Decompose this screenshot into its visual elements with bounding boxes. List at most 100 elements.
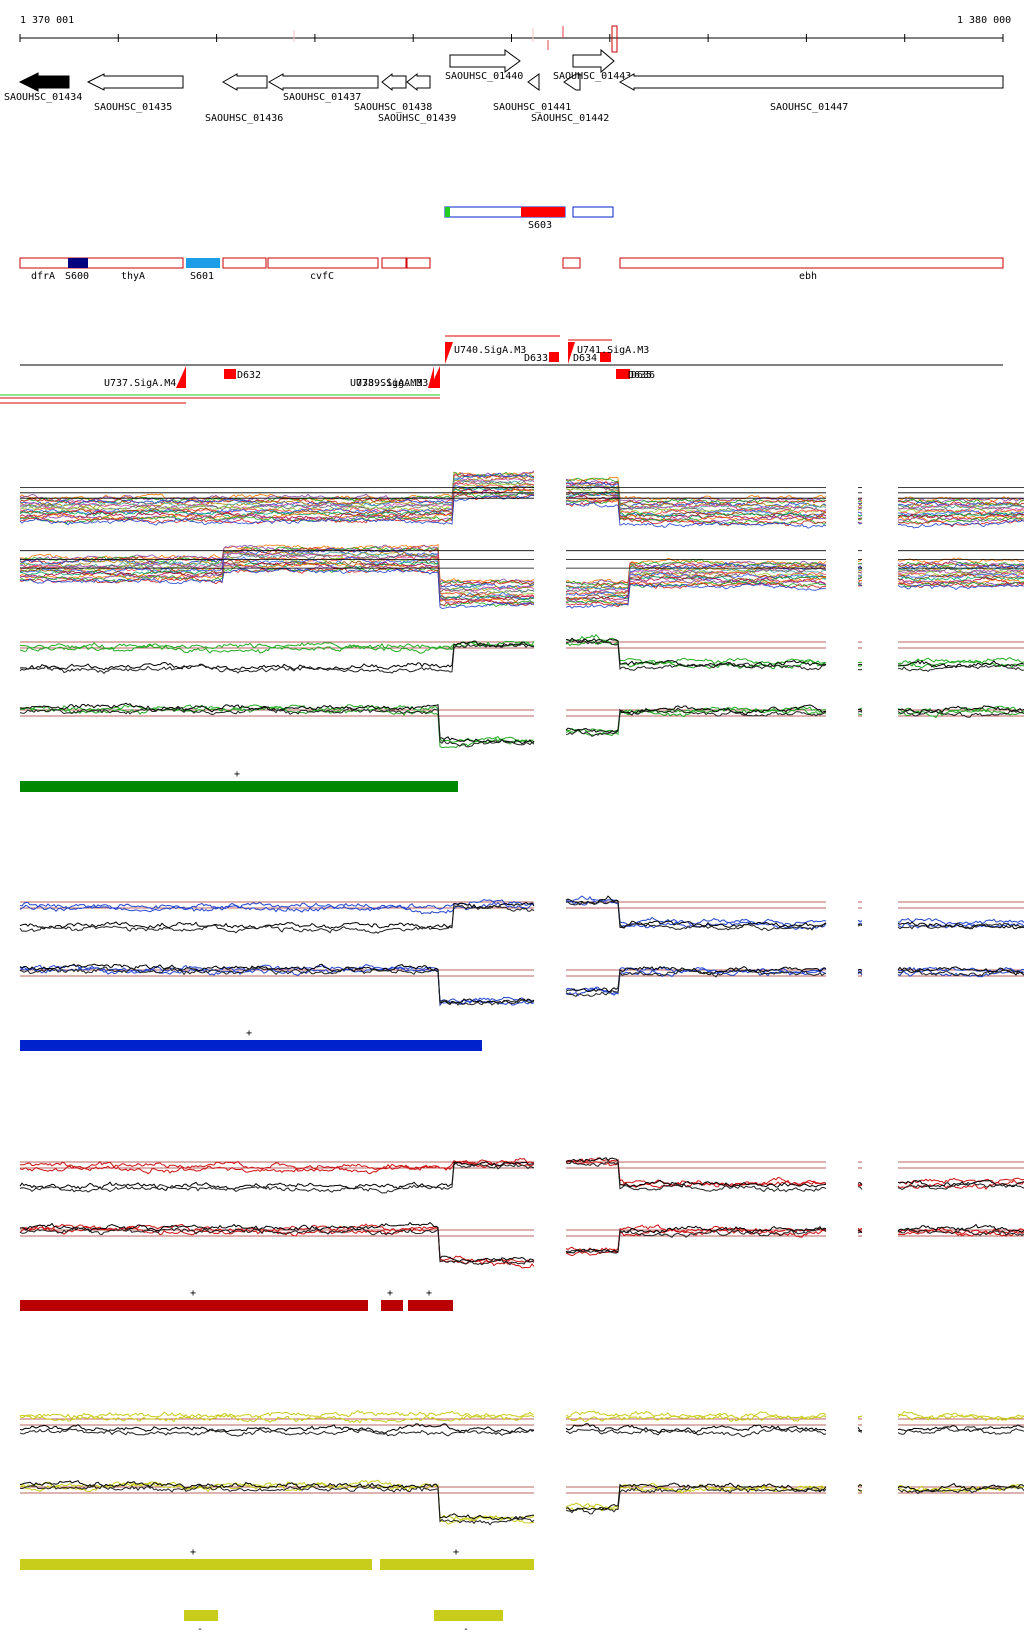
gene-arrow-01442[interactable] — [563, 73, 581, 91]
annotation-cvfC[interactable] — [267, 257, 379, 269]
gene-arrow-01441[interactable] — [527, 73, 540, 91]
profile-line-sense — [565, 486, 827, 514]
gene-arrow-01438[interactable] — [381, 72, 407, 92]
profile-line-antisense — [19, 565, 535, 608]
profile-line — [857, 919, 863, 923]
profile-line — [19, 965, 535, 1007]
profile-line — [565, 1427, 827, 1438]
segmentation-bar-yellow-minus[interactable] — [184, 1610, 218, 1621]
profile-line — [19, 643, 534, 675]
profile-line-sense — [857, 497, 863, 502]
profile-line — [19, 641, 535, 654]
gene-arrow-01443[interactable] — [572, 48, 615, 74]
annotation-block[interactable] — [562, 257, 581, 269]
profile-line — [897, 1229, 1024, 1237]
profile-line — [857, 708, 863, 712]
terminator-label-d633: D633 — [524, 353, 548, 364]
annotation-block[interactable] — [381, 257, 407, 269]
profile-line — [897, 1227, 1024, 1235]
profile-line — [19, 1484, 535, 1526]
terminator-d633[interactable] — [549, 352, 559, 362]
annotation-block[interactable] — [222, 257, 267, 269]
profile-line-antisense — [897, 573, 1024, 581]
terminator-d634[interactable] — [600, 352, 611, 362]
profile-line-antisense — [857, 581, 863, 584]
profile-line — [897, 1486, 1024, 1495]
profile-line-antisense — [565, 565, 827, 591]
segmentation-bar-yellow-minus[interactable] — [434, 1610, 503, 1621]
annotation-s601[interactable] — [186, 258, 220, 268]
promoter-u737[interactable] — [176, 366, 186, 388]
profile-line-antisense — [565, 582, 827, 609]
profile-line — [19, 1161, 535, 1192]
gene-label-01439: SAOUHSC_01439 — [378, 113, 456, 124]
gene-arrow-01436[interactable] — [221, 73, 268, 91]
annotation-ebh[interactable] — [619, 257, 1004, 269]
profile-line-antisense — [857, 579, 863, 583]
profile-line — [19, 702, 535, 745]
segmentation-bar-red[interactable] — [20, 1300, 368, 1311]
profile-line-sense — [857, 506, 863, 509]
promoter-label-u741: U741.SigA.M3 — [577, 345, 649, 356]
profile-line-sense — [897, 516, 1024, 525]
segmentation-bar-blue[interactable] — [20, 1040, 482, 1051]
profile-line — [565, 895, 827, 927]
profile-line-antisense — [857, 569, 863, 572]
gene-arrow-01434[interactable] — [18, 72, 70, 92]
profile-line — [897, 1179, 1024, 1188]
profile-line — [19, 1162, 535, 1194]
profile-line — [565, 968, 827, 997]
strand-mark-blue: + — [246, 1028, 252, 1039]
gene-arrow-01435[interactable] — [86, 73, 184, 91]
profile-line — [19, 1157, 535, 1171]
segment-right[interactable] — [572, 206, 614, 218]
profile-line-sense — [565, 495, 827, 521]
gene-arrow-01447[interactable] — [618, 73, 1004, 91]
annotation-dfrA-thyA[interactable] — [19, 257, 184, 269]
segmentation-bar-yellow[interactable] — [380, 1559, 534, 1570]
profile-line-sense — [19, 471, 535, 503]
promoter-u739[interactable] — [428, 366, 434, 388]
gene-arrow-01437[interactable] — [267, 73, 379, 91]
annotation-label-dfrA: dfrA — [31, 271, 55, 282]
segment-s603-core[interactable] — [521, 207, 565, 217]
profile-line-sense — [897, 513, 1024, 520]
profile-line — [565, 637, 827, 669]
profile-line-sense — [19, 488, 535, 520]
terminator-d632[interactable] — [224, 369, 236, 379]
profile-line-antisense — [897, 560, 1024, 567]
coordinate-axis: 1 370 001 1 380 000 — [19, 15, 1011, 53]
terminator-label-d636: D636 — [631, 370, 655, 381]
segmentation-bar-red[interactable] — [408, 1300, 453, 1311]
terminator-d635[interactable] — [616, 369, 630, 379]
gene-label-01434: SAOUHSC_01434 — [4, 92, 82, 103]
profile-line — [565, 966, 827, 993]
gene-label-01447: SAOUHSC_01447 — [770, 102, 848, 113]
annotation-s600[interactable] — [68, 258, 88, 268]
strand-mark-yellow-minus: - — [463, 1624, 469, 1635]
promoter-u740[interactable] — [445, 342, 453, 364]
segmentation-bar-green[interactable] — [20, 781, 458, 792]
gene-arrow-01440[interactable] — [449, 49, 521, 73]
profile-line-antisense — [898, 581, 1024, 589]
profile-line-antisense — [565, 572, 827, 599]
profile-line-sense — [897, 512, 1024, 518]
segmentation-bar-yellow[interactable] — [20, 1559, 372, 1570]
profile-line — [857, 1489, 863, 1493]
viewport-marker[interactable] — [611, 25, 618, 53]
terminator-d636[interactable] — [624, 369, 630, 379]
profile-line — [565, 1482, 827, 1510]
profile-line — [565, 708, 827, 737]
profile-line — [565, 639, 827, 672]
profile-line — [565, 900, 827, 932]
gene-label-01435: SAOUHSC_01435 — [94, 102, 172, 113]
profile-line-antisense — [897, 583, 1024, 591]
promoter-u741[interactable] — [568, 342, 575, 364]
axis-start-label: 1 370 001 — [20, 15, 74, 26]
profile-line-antisense — [897, 570, 1024, 577]
segmentation-bar-red[interactable] — [381, 1300, 403, 1311]
gene-arrow-01439[interactable] — [406, 72, 431, 92]
profile-line-antisense — [565, 570, 827, 596]
annotation-block[interactable] — [406, 257, 431, 269]
